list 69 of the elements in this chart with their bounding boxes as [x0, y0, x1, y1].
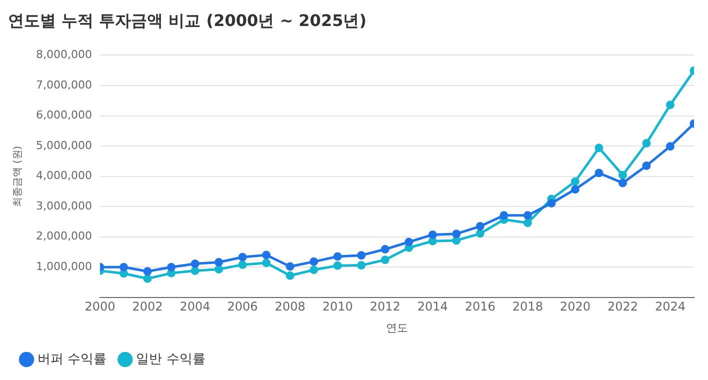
point — [238, 260, 247, 269]
point — [190, 266, 200, 276]
y-axis-title: 최종금액 (원) — [12, 146, 24, 207]
x-tick-label: 2018 — [512, 300, 543, 314]
y-tick-label: 7,000,000 — [36, 78, 92, 92]
y-tick-label: 1,000,000 — [36, 260, 92, 273]
x-axis-title: 연도 — [386, 321, 408, 334]
point — [523, 211, 532, 220]
point — [594, 168, 604, 178]
point — [214, 258, 224, 267]
point — [642, 139, 651, 148]
y-tick-label: 5,000,000 — [36, 138, 92, 152]
point — [357, 261, 366, 270]
point — [167, 262, 176, 272]
point — [262, 258, 271, 268]
x-tick-label: 2008 — [274, 300, 306, 314]
y-tick-label: 3,000,000 — [36, 199, 92, 212]
x-tick-label: 2024 — [654, 300, 686, 314]
point — [333, 252, 342, 261]
x-tick-label: 2006 — [227, 300, 258, 314]
y-tick-label: 2,000,000 — [36, 230, 92, 243]
y-tick-label: 8,000,000 — [36, 48, 92, 62]
legend-label: 버퍼 수익률 — [38, 352, 107, 367]
point — [452, 230, 461, 238]
point — [190, 260, 200, 268]
point — [286, 262, 294, 271]
point — [428, 230, 437, 239]
x-tick-label: 2000 — [84, 300, 116, 314]
point — [262, 250, 271, 260]
point — [594, 144, 604, 152]
point — [452, 236, 461, 245]
point — [404, 238, 414, 246]
point — [310, 257, 318, 266]
x-tick-label: 2022 — [607, 300, 638, 314]
point — [618, 170, 627, 180]
x-tick-label: 2016 — [464, 300, 496, 314]
y-tick-label: 4,000,000 — [36, 169, 92, 182]
point — [476, 229, 484, 238]
point — [618, 178, 627, 188]
y-tick-label: 6,000,000 — [36, 108, 92, 122]
point — [642, 161, 651, 170]
point — [666, 142, 674, 151]
point — [500, 211, 508, 220]
x-tick-label: 2012 — [370, 300, 400, 314]
point — [380, 256, 390, 264]
x-tick-label: 2014 — [417, 300, 448, 314]
point — [523, 218, 532, 228]
point — [570, 185, 580, 194]
point — [310, 266, 318, 274]
point — [547, 198, 556, 208]
legend-label: 일반 수익률 — [136, 352, 206, 367]
point — [143, 274, 152, 283]
point — [357, 251, 366, 260]
point — [286, 271, 294, 280]
x-tick-label: 2004 — [180, 300, 210, 314]
point — [214, 264, 224, 274]
point — [143, 267, 152, 276]
x-tick-label: 2010 — [322, 300, 353, 314]
point — [119, 262, 128, 272]
point — [476, 222, 484, 231]
point — [119, 269, 128, 278]
x-tick-label: 2002 — [132, 300, 163, 314]
point — [238, 252, 247, 262]
point — [666, 100, 674, 110]
point — [333, 261, 342, 270]
x-tick-label: 2020 — [560, 300, 590, 314]
point — [380, 245, 390, 254]
point — [570, 177, 580, 186]
chart-title: 연도별 누적 투자금액 비교 (2000년 ~ 2025년) — [8, 10, 367, 30]
